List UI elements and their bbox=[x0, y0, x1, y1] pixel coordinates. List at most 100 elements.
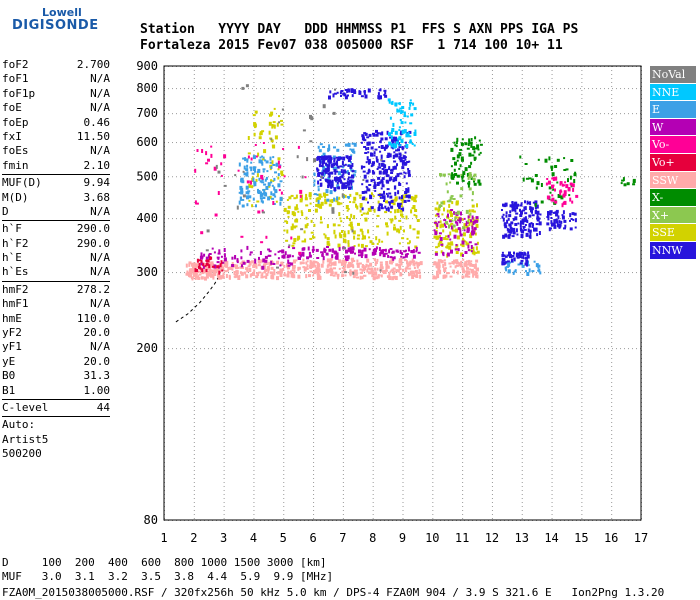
grid-dot bbox=[348, 272, 349, 274]
param-label: hmF1 bbox=[2, 297, 29, 311]
grid-dot bbox=[581, 106, 583, 107]
echo-point bbox=[403, 229, 405, 233]
grid-dot bbox=[372, 334, 374, 335]
echo-point bbox=[271, 184, 274, 187]
grid-dot bbox=[611, 306, 613, 307]
grid-dot bbox=[253, 434, 255, 435]
grid-dot bbox=[396, 88, 397, 90]
grid-dot bbox=[432, 258, 434, 259]
echo-point bbox=[261, 276, 264, 278]
grid-dot bbox=[342, 394, 344, 395]
echo-point bbox=[327, 182, 331, 187]
echo-point bbox=[455, 264, 459, 267]
grid-dot bbox=[516, 88, 517, 90]
grid-dot bbox=[342, 386, 344, 387]
grid-dot bbox=[284, 88, 285, 90]
grid-dot bbox=[448, 88, 449, 90]
grid-dot bbox=[551, 330, 553, 331]
grid-dot bbox=[172, 142, 173, 144]
echo-point bbox=[279, 180, 283, 183]
grid-dot bbox=[372, 306, 374, 307]
grid-dot bbox=[193, 450, 195, 451]
echo-point bbox=[208, 272, 211, 275]
echo-point bbox=[320, 263, 324, 268]
grid-dot bbox=[223, 234, 225, 235]
grid-dot bbox=[180, 272, 181, 274]
grid-dot bbox=[491, 478, 493, 479]
echo-point bbox=[253, 182, 257, 187]
grid-dot bbox=[308, 348, 309, 350]
grid-dot bbox=[432, 114, 434, 115]
grid-dot bbox=[604, 142, 605, 144]
echo-point bbox=[277, 168, 280, 171]
grid-dot bbox=[300, 348, 301, 350]
grid-dot bbox=[611, 422, 613, 423]
grid-dot bbox=[342, 482, 344, 483]
grid-dot bbox=[456, 348, 457, 350]
echo-point bbox=[399, 202, 402, 205]
grid-dot bbox=[508, 348, 509, 350]
echo-point bbox=[319, 160, 322, 165]
grid-dot bbox=[240, 113, 241, 115]
echo-point bbox=[216, 261, 220, 264]
grid-dot bbox=[372, 350, 374, 351]
grid-dot bbox=[342, 106, 344, 107]
grid-dot bbox=[491, 170, 493, 171]
grid-dot bbox=[432, 450, 434, 451]
grid-dot bbox=[456, 113, 457, 115]
echo-point bbox=[372, 248, 375, 252]
echo-point bbox=[361, 230, 364, 235]
grid-dot bbox=[624, 348, 625, 350]
echo-point bbox=[521, 264, 525, 268]
grid-dot bbox=[432, 178, 434, 179]
grid-dot bbox=[480, 113, 481, 115]
grid-dot bbox=[313, 402, 315, 403]
echo-point bbox=[449, 220, 452, 223]
echo-point bbox=[322, 192, 326, 195]
grid-dot bbox=[521, 294, 523, 295]
grid-dot bbox=[252, 348, 253, 350]
grid-dot bbox=[313, 458, 315, 459]
grid-dot bbox=[372, 126, 374, 127]
echo-point bbox=[366, 186, 369, 191]
grid-dot bbox=[581, 162, 583, 163]
grid-dot bbox=[188, 88, 189, 90]
grid-dot bbox=[551, 358, 553, 359]
echo-point bbox=[192, 273, 196, 277]
echo-point bbox=[369, 195, 373, 200]
grid-dot bbox=[521, 390, 523, 391]
grid-dot bbox=[580, 348, 581, 350]
echo-point bbox=[351, 163, 354, 167]
echo-point bbox=[316, 197, 320, 202]
echo-point bbox=[188, 261, 192, 265]
echo-point bbox=[388, 249, 391, 254]
echo-point bbox=[464, 261, 468, 265]
grid-dot bbox=[292, 348, 293, 350]
echo-point bbox=[334, 166, 338, 170]
grid-dot bbox=[432, 214, 434, 215]
grid-dot bbox=[568, 176, 569, 178]
grid-dot bbox=[283, 370, 285, 371]
grid-dot bbox=[380, 348, 381, 350]
echo-point bbox=[347, 208, 350, 211]
grid-dot bbox=[283, 86, 285, 87]
grid-dot bbox=[491, 206, 493, 207]
echo-point bbox=[336, 201, 340, 205]
grid-dot bbox=[496, 176, 497, 178]
echo-point bbox=[350, 250, 353, 254]
echo-point bbox=[264, 159, 267, 162]
grid-dot bbox=[491, 234, 493, 235]
grid-dot bbox=[283, 446, 285, 447]
grid-dot bbox=[223, 446, 225, 447]
echo-point bbox=[463, 229, 466, 232]
echo-point bbox=[336, 177, 340, 181]
echo-point bbox=[383, 249, 387, 252]
grid-dot bbox=[581, 146, 583, 147]
grid-dot bbox=[424, 218, 425, 220]
grid-dot bbox=[283, 362, 285, 363]
grid-dot bbox=[521, 358, 523, 359]
grid-dot bbox=[342, 150, 344, 151]
echo-point bbox=[344, 182, 348, 185]
grid-dot bbox=[368, 113, 369, 115]
header-line-1: Station YYYY DAY DDD HHMMSS P1 FFS S AXN… bbox=[140, 22, 579, 37]
